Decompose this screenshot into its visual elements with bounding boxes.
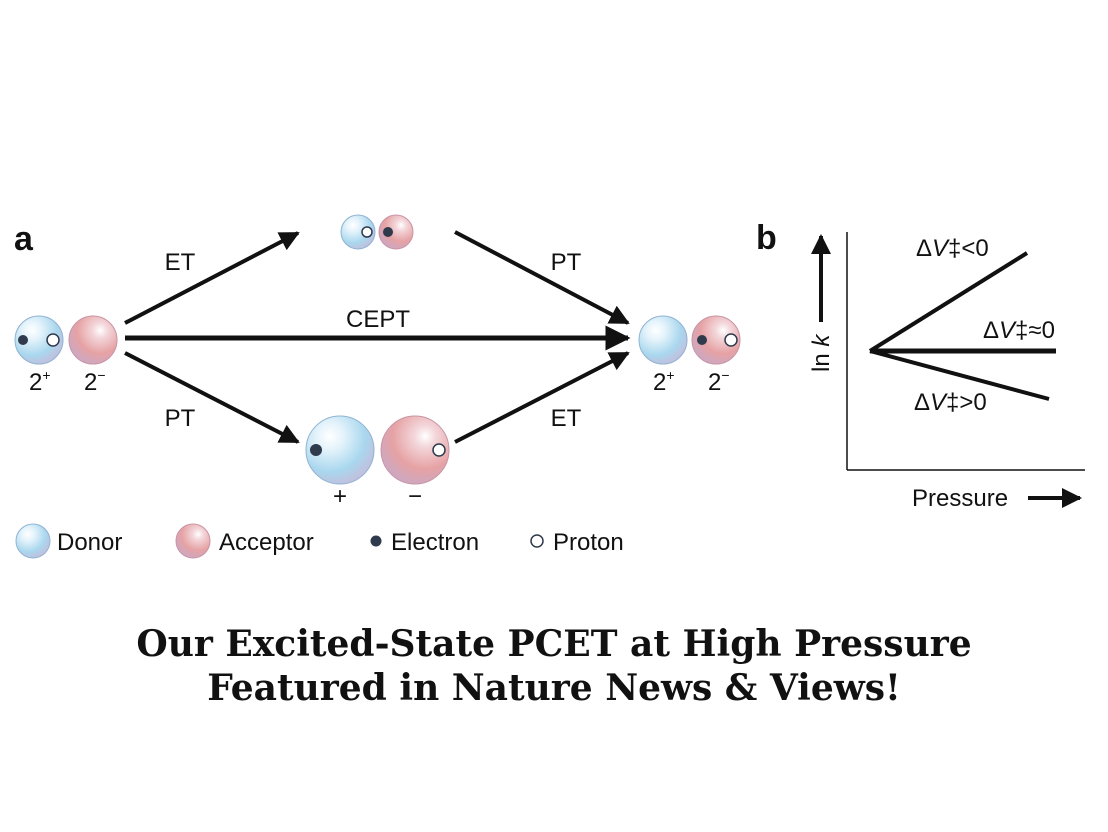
pt-bottom-arrow [124,351,300,444]
label-zero-dv: ΔV‡≈0 [983,317,1055,344]
left-reactant-pair [14,315,118,365]
proton-circle [361,226,373,238]
bottom-donor-charge: + [333,483,347,510]
top-intermediate-pair [340,214,414,250]
y-axis-label: ln k [808,333,835,372]
cept-label: CEPT [346,306,410,333]
pt-top-label: PT [551,249,582,276]
bottom-intermediate-pair [305,415,450,485]
electron-dot [697,335,707,345]
headline-line-1: Our Excited-State PCET at High Pressure [136,623,972,665]
panel-b-label: b [756,219,777,257]
label-negative-dv: ΔV‡<0 [916,235,989,262]
legend-acceptor-swatch [175,523,211,559]
acceptor-sphere [380,415,450,485]
rate-lines [868,251,1056,401]
legend-donor-swatch [15,523,51,559]
proton-circle [724,333,738,347]
electron-dot [18,335,28,345]
line-positive-dv [869,349,1050,401]
x-axis-label: Pressure [912,485,1008,512]
acceptor-sphere [378,214,414,250]
donor-sphere [340,214,376,250]
et-bottom-arrow [454,351,630,444]
acceptor-sphere [68,315,118,365]
left-donor-charge: 2+ [29,367,51,396]
legend-electron-swatch [370,535,382,547]
line-negative-dv [868,251,1029,353]
legend-proton-label: Proton [553,529,624,556]
donor-sphere [305,415,375,485]
left-acceptor-charge: 2− [84,367,106,396]
legend-donor-label: Donor [57,529,122,556]
right-acceptor-charge: 2− [708,367,730,396]
pt-bottom-label: PT [165,405,196,432]
et-bottom-label: ET [551,405,582,432]
label-positive-dv: ΔV‡>0 [914,389,987,416]
right-donor-charge: 2+ [653,367,675,396]
headline-line-2: Featured in Nature News & Views! [207,667,901,709]
proton-circle [432,443,446,457]
et-top-arrow [124,231,300,325]
electron-dot [383,227,393,237]
et-top-label: ET [165,249,196,276]
bottom-acceptor-charge: − [408,483,422,510]
legend-acceptor-label: Acceptor [219,529,314,556]
panel-a-label: a [14,220,34,258]
proton-circle [46,333,60,347]
donor-sphere [638,315,688,365]
pt-top-arrow [454,230,630,325]
legend: Donor Acceptor Electron Proton [15,523,624,559]
acceptor-sphere [691,315,741,365]
legend-proton-swatch [530,534,544,548]
donor-sphere [14,315,64,365]
legend-electron-label: Electron [391,529,479,556]
right-product-pair [638,315,741,365]
electron-dot [310,444,322,456]
